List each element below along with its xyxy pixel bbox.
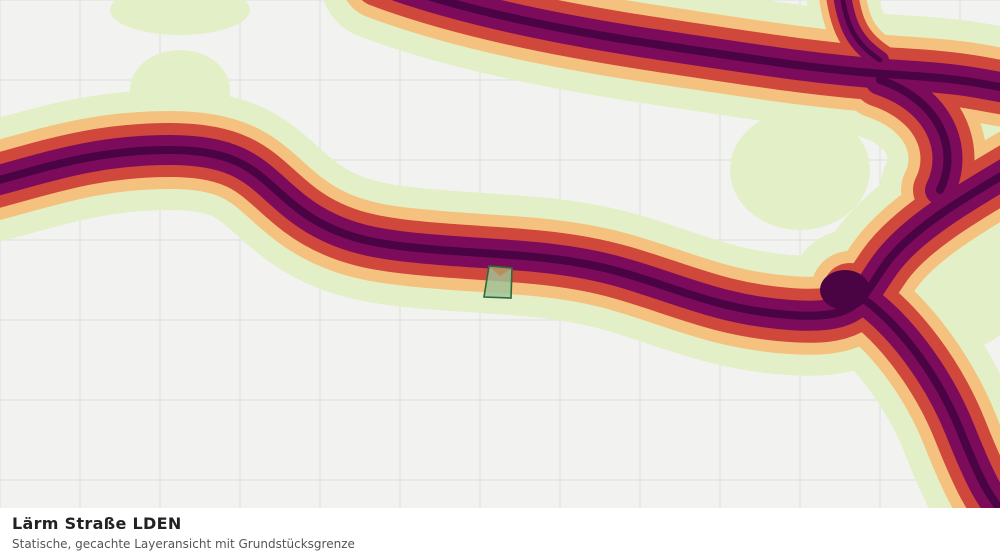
noise-over-65 <box>0 146 1000 320</box>
noise-over-65 <box>846 286 1000 508</box>
noise-over-65 <box>840 0 883 63</box>
map-canvas <box>0 0 1000 508</box>
caption-panel: Lärm Straße LDEN Statische, gecachte Lay… <box>0 508 1000 560</box>
noise-over-65 <box>426 0 1000 92</box>
layer-title: Lärm Straße LDEN <box>12 514 182 533</box>
noise-45-50 <box>110 0 250 35</box>
parcel-boundary[interactable] <box>483 265 513 299</box>
noise-45-50 <box>730 110 870 230</box>
layer-subtitle: Statische, gecachte Layeransicht mit Gru… <box>12 537 355 551</box>
noise-over-65 <box>820 270 870 310</box>
noise-layer <box>0 0 1000 508</box>
parcel-noise-overlap <box>490 267 511 276</box>
noise-over-65 <box>876 76 952 194</box>
